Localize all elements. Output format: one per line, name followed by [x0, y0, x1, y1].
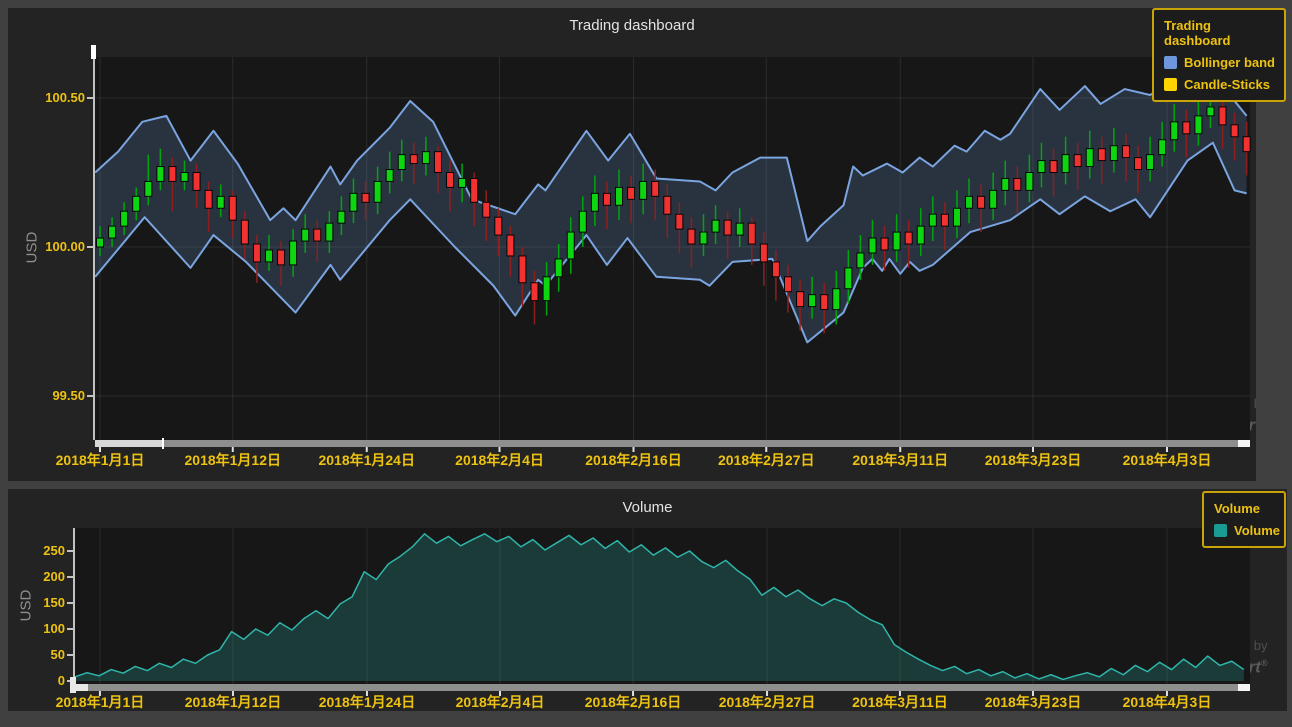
x-tick-label: 2018年1月1日 — [55, 694, 145, 710]
y-tick-label: 250 — [43, 543, 65, 558]
legend-title: Trading dashboard — [1164, 18, 1231, 48]
plot-background — [75, 528, 1250, 684]
chart-title: Trading dashboard — [569, 17, 695, 34]
plot-background — [95, 57, 1250, 440]
y-tick-label: 50 — [50, 647, 65, 662]
x-axis[interactable] — [75, 684, 1250, 696]
legend-volume: Volume Volume — [1202, 491, 1286, 548]
legend-item-bollinger-band[interactable]: Bollinger band — [1164, 55, 1275, 70]
gridlines — [99, 528, 1168, 684]
volume-area-series[interactable] — [74, 533, 1245, 681]
candlestick-chart-panel: Trading dashboard JS Powered by Lightnin… — [8, 8, 1256, 481]
x-tick-label: 2018年2月4日 — [455, 694, 545, 710]
y-axis[interactable] — [87, 45, 96, 440]
y-tick-label: 200 — [43, 569, 65, 584]
x-tick-label: 2018年4月3日 — [1122, 694, 1212, 710]
legend-trading-dashboard: Trading dashboard Bollinger band Candle-S… — [1152, 8, 1286, 102]
volume-chart-panel: Volume JS Powered by LightningChart® USD… — [8, 489, 1287, 711]
legend-swatch — [1214, 524, 1227, 537]
y-tick-label: 100.00 — [45, 239, 85, 254]
x-tick-label: 2018年3月23日 — [984, 694, 1082, 710]
volume-plot-area[interactable] — [8, 489, 1287, 711]
x-tick-label: 2018年1月1日 — [55, 452, 145, 468]
y-tick-label: 150 — [43, 595, 65, 610]
x-tick-label: 2018年2月4日 — [455, 452, 544, 468]
x-axis[interactable] — [95, 438, 1250, 452]
chart-title: Volume — [622, 499, 673, 516]
legend-swatch — [1164, 56, 1177, 69]
candlestick-series[interactable] — [96, 83, 1251, 334]
legend-title: Volume — [1214, 501, 1260, 516]
x-tick-label: 2018年1月12日 — [184, 452, 282, 468]
gridlines — [95, 57, 1250, 440]
x-tick-label: 2018年1月24日 — [318, 694, 416, 710]
x-tick-label: 2018年3月11日 — [852, 694, 948, 710]
legend-item-volume[interactable]: Volume — [1214, 523, 1280, 538]
x-tick-label: 2018年4月3日 — [1122, 452, 1212, 468]
x-tick-label: 2018年3月23日 — [984, 452, 1082, 468]
legend-item-candle-sticks[interactable]: Candle-Sticks — [1164, 77, 1274, 92]
y-tick-label: 99.50 — [52, 388, 85, 403]
candlestick-plot-area[interactable] — [8, 8, 1256, 481]
legend-item-label: Bollinger band — [1184, 55, 1275, 70]
legend-swatch — [1164, 78, 1177, 91]
x-tick-label: 2018年1月12日 — [184, 694, 282, 710]
x-tick-label: 2018年2月27日 — [718, 694, 816, 710]
x-tick-label: 2018年1月24日 — [318, 452, 415, 468]
legend-item-label: Volume — [1234, 523, 1280, 538]
x-tick-label: 2018年3月11日 — [852, 452, 949, 468]
x-tick-label: 2018年2月27日 — [717, 452, 815, 468]
x-tick-label: 2018年2月16日 — [584, 694, 682, 710]
legend-item-label: Candle-Sticks — [1184, 77, 1270, 92]
y-tick-label: 0 — [57, 673, 65, 688]
y-tick-label: 100 — [43, 621, 65, 636]
y-axis[interactable] — [67, 528, 76, 693]
y-tick-label: 100.50 — [45, 90, 85, 105]
x-tick-label: 2018年2月16日 — [585, 452, 682, 468]
